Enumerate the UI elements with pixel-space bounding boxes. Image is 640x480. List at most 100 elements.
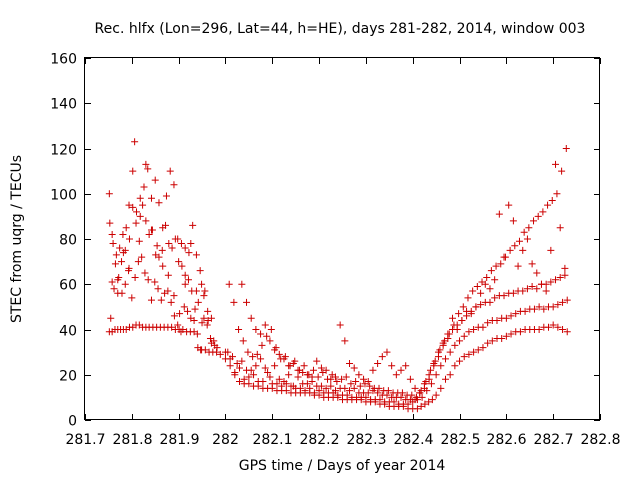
x-axis-label: GPS time / Days of year 2014 — [239, 458, 446, 474]
data-point — [350, 364, 358, 372]
data-point — [138, 253, 146, 261]
data-point — [267, 326, 275, 333]
data-point — [142, 160, 150, 168]
data-point — [523, 285, 531, 293]
x-axis-ticks: 281.7 281.8 281.9 282 282.1 282.2 282.3 282.4 28… — [65, 58, 621, 448]
data-point — [432, 391, 440, 399]
data-point — [322, 366, 330, 374]
data-point — [233, 359, 241, 367]
data-point — [155, 253, 163, 261]
data-point — [263, 332, 271, 340]
data-point — [313, 357, 321, 365]
data-point — [174, 235, 182, 243]
data-point — [498, 335, 506, 343]
data-point — [249, 353, 257, 361]
data-point — [492, 262, 500, 270]
x-tick-label: 281.7 — [65, 432, 105, 448]
data-point — [413, 405, 421, 413]
data-point — [181, 280, 189, 288]
data-point — [106, 219, 114, 227]
data-point — [197, 346, 205, 354]
data-point — [549, 303, 557, 311]
data-point — [528, 283, 536, 291]
data-point — [289, 359, 297, 367]
data-point — [250, 371, 258, 379]
data-point — [552, 276, 560, 284]
data-point — [537, 280, 545, 288]
data-point — [460, 353, 468, 361]
data-point — [561, 271, 569, 279]
data-point — [145, 230, 153, 238]
data-point — [483, 273, 491, 281]
data-point — [559, 298, 567, 306]
data-point — [166, 167, 174, 175]
data-point — [556, 224, 564, 232]
data-point — [417, 402, 425, 410]
data-point — [364, 389, 372, 397]
data-point — [366, 382, 374, 390]
data-point — [280, 355, 288, 363]
data-point — [236, 364, 243, 372]
data-point — [147, 296, 155, 304]
data-point — [108, 278, 116, 286]
data-point — [535, 303, 543, 311]
data-point — [479, 344, 487, 352]
data-point — [458, 316, 466, 324]
data-point — [196, 267, 204, 275]
data-point — [539, 208, 547, 216]
data-point — [421, 400, 429, 408]
data-point — [228, 353, 236, 361]
data-point — [258, 341, 266, 349]
data-point — [203, 321, 211, 329]
data-point — [460, 332, 468, 340]
data-point — [193, 330, 201, 338]
data-point — [343, 391, 351, 399]
data-point — [147, 194, 155, 202]
data-point — [315, 387, 323, 395]
chart-title: Rec. hlfx (Lon=296, Lat=44, h=HE), days … — [95, 21, 586, 37]
data-point — [533, 269, 541, 277]
data-point — [408, 391, 416, 399]
data-point — [383, 391, 391, 399]
data-point — [376, 396, 384, 404]
data-point — [253, 350, 261, 358]
data-point — [300, 362, 308, 370]
data-point — [231, 368, 239, 376]
data-point — [516, 328, 524, 336]
data-point — [112, 251, 120, 259]
data-point — [486, 285, 494, 293]
data-point — [545, 323, 552, 331]
data-point — [167, 298, 175, 306]
data-point — [121, 280, 129, 288]
data-point — [392, 371, 400, 379]
data-point — [519, 287, 527, 295]
data-point — [109, 240, 117, 248]
data-point — [556, 273, 564, 281]
data-point — [184, 276, 192, 284]
data-point — [444, 330, 452, 338]
data-point — [247, 314, 255, 322]
data-point — [430, 359, 438, 367]
data-point — [244, 348, 252, 356]
x-tick-label: 282 — [212, 432, 239, 448]
data-point — [122, 224, 130, 232]
data-point — [515, 237, 523, 245]
data-point — [562, 145, 570, 152]
data-point — [294, 373, 302, 381]
data-point — [275, 350, 283, 358]
data-point — [553, 190, 561, 198]
data-point — [388, 362, 396, 370]
data-point — [432, 371, 440, 379]
data-point — [289, 382, 297, 390]
data-point — [108, 230, 116, 238]
data-point — [464, 294, 472, 302]
data-point — [491, 294, 499, 302]
data-point — [280, 378, 288, 386]
data-point — [107, 314, 115, 322]
data-point — [507, 312, 515, 320]
data-point — [446, 371, 454, 379]
data-point — [530, 217, 538, 225]
data-point — [140, 183, 148, 191]
data-point — [341, 337, 349, 345]
data-point — [554, 301, 562, 309]
